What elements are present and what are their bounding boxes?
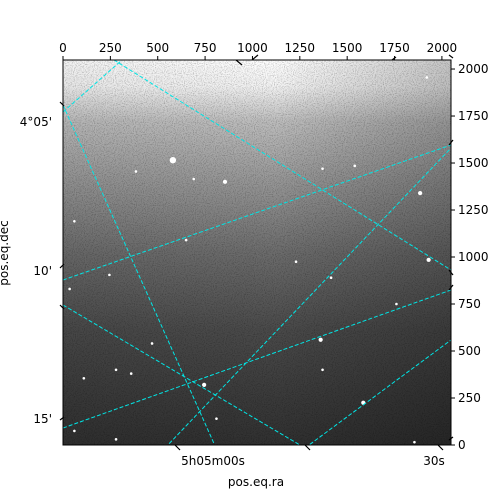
ra-tick-label: 5h05m00s: [181, 454, 245, 468]
star: [169, 156, 177, 164]
sky-image: [63, 60, 451, 445]
star: [202, 382, 207, 387]
y-tick-label: 500: [458, 344, 481, 358]
world-tick-mark: [174, 444, 181, 451]
grid-line: [63, 104, 216, 445]
x-tick-label: 500: [146, 41, 169, 55]
star: [82, 376, 86, 380]
star: [222, 179, 228, 184]
coordinate-grid: [63, 60, 451, 445]
y-tick-label: 750: [458, 297, 481, 311]
world-tick-mark: [59, 263, 65, 269]
star: [68, 287, 71, 291]
star: [184, 238, 188, 242]
y-tick-label: 250: [458, 391, 481, 405]
dec-tick-label: 15': [33, 412, 52, 426]
x-axis-label: pos.eq.ra: [228, 475, 284, 489]
world-tick-mark: [251, 54, 259, 61]
star: [114, 368, 118, 372]
y-tick-label: 1000: [458, 250, 489, 264]
star: [395, 302, 398, 306]
x-tick-label: 2000: [427, 41, 458, 55]
star: [321, 167, 324, 170]
world-tick-mark: [448, 139, 454, 146]
star: [73, 219, 76, 223]
grid-line: [113, 60, 451, 271]
star-field: [68, 76, 431, 444]
world-tick-mark: [448, 54, 454, 59]
star: [353, 164, 357, 168]
x-tick-label: 1250: [285, 41, 316, 55]
grid-line: [63, 60, 123, 113]
x-tick-label: 1750: [379, 41, 410, 55]
world-tick-mark: [304, 444, 311, 451]
star: [426, 257, 431, 262]
world-tick-mark: [448, 269, 454, 276]
star: [108, 273, 111, 277]
y-axis-label: pos.eq.dec: [0, 220, 11, 285]
pixel-x-axis: 0 250 500 750 1000 1250 1500 1750 2000: [59, 41, 457, 60]
star: [215, 417, 218, 420]
world-tick-mark: [59, 416, 65, 421]
star: [418, 190, 423, 196]
x-tick-label: 1000: [237, 41, 268, 55]
x-tick-label: 0: [59, 41, 67, 55]
world-tick-mark: [235, 59, 243, 66]
world-tick-mark: [391, 56, 397, 61]
dec-tick-label: 10': [33, 264, 52, 278]
y-tick-label: 1750: [458, 109, 489, 123]
world-coordinate-ticks: [59, 54, 454, 451]
star: [134, 170, 138, 173]
grid-line: [63, 144, 451, 281]
y-tick-label: 1500: [458, 156, 489, 170]
sky-noise: [63, 60, 451, 445]
grid-line: [167, 147, 451, 445]
grid-line: [63, 304, 301, 445]
star: [321, 368, 324, 372]
star: [413, 440, 416, 444]
world-tick-mark: [448, 284, 454, 291]
star: [150, 342, 154, 345]
x-tick-label: 250: [99, 41, 122, 55]
plot-frame: [62, 59, 452, 446]
y-tick-label: 2000: [458, 62, 489, 76]
world-tick-mark: [448, 436, 454, 441]
star: [192, 177, 196, 181]
grid-line: [63, 289, 451, 429]
y-tick-label: 0: [458, 438, 466, 452]
dec-tick-label: 4°05': [20, 115, 52, 129]
pixel-y-axis: 0 250 500 750 1000 1250 1500 1750 2000: [451, 62, 489, 452]
star: [294, 260, 298, 264]
x-tick-label: 1500: [332, 41, 363, 55]
star: [129, 372, 133, 375]
y-tick-label: 1250: [458, 203, 489, 217]
world-tick-mark: [59, 101, 65, 107]
star: [329, 276, 333, 279]
star: [318, 337, 323, 342]
star: [114, 438, 118, 441]
world-tick-mark: [437, 444, 444, 451]
world-tick-mark: [59, 304, 65, 310]
star: [425, 76, 429, 79]
star: [73, 429, 76, 433]
ra-tick-label: 30s: [423, 454, 445, 468]
x-tick-label: 750: [194, 41, 217, 55]
grid-line: [308, 339, 451, 445]
